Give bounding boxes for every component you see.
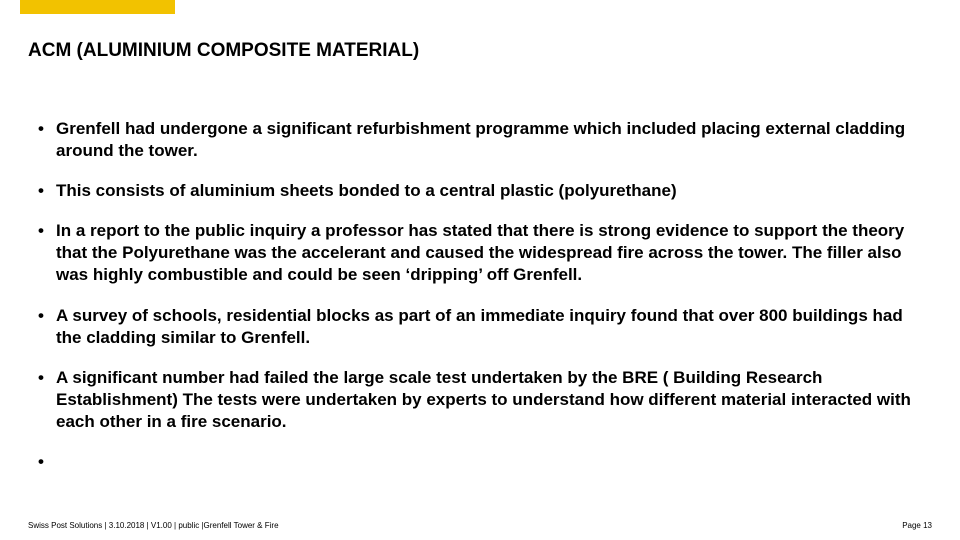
accent-bar	[20, 0, 175, 14]
bullet-list: Grenfell had undergone a significant ref…	[28, 118, 932, 451]
bullet-item: This consists of aluminium sheets bonded…	[28, 180, 932, 202]
bullet-item: A significant number had failed the larg…	[28, 367, 932, 433]
bullet-item: Grenfell had undergone a significant ref…	[28, 118, 932, 162]
footer-left: Swiss Post Solutions | 3.10.2018 | V1.00…	[28, 521, 279, 530]
bullet-item: A survey of schools, residential blocks …	[28, 305, 932, 349]
footer-right: Page 13	[902, 521, 932, 530]
bullet-item: In a report to the public inquiry a prof…	[28, 220, 932, 286]
slide-title: ACM (ALUMINIUM COMPOSITE MATERIAL)	[28, 40, 419, 62]
